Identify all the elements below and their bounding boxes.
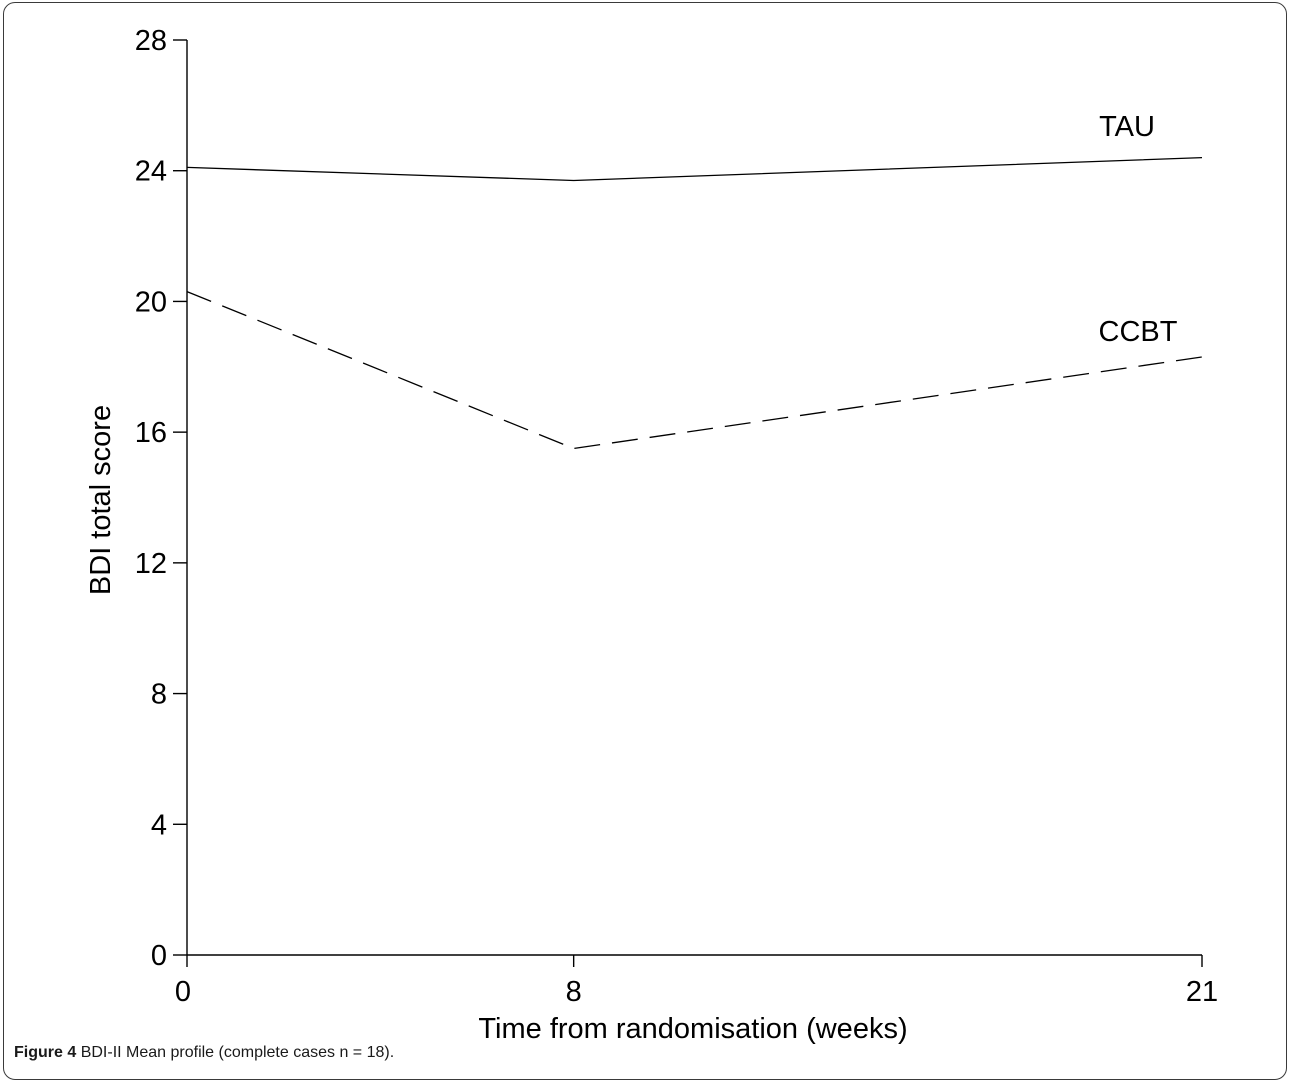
y-tick-label: 12: [135, 548, 167, 580]
y-tick-label: 24: [135, 156, 167, 188]
figure-caption: Figure 4 BDI-II Mean profile (complete c…: [14, 1044, 394, 1062]
figure-number: Figure 4: [14, 1044, 77, 1061]
y-tick-label: 28: [135, 25, 167, 57]
y-tick-label: 16: [135, 417, 167, 449]
series-label-ccbt: CCBT: [1099, 316, 1178, 348]
figure-frame: [3, 2, 1287, 1080]
series-label-tau: TAU: [1099, 111, 1155, 143]
y-tick-label: 0: [151, 940, 167, 972]
x-tick-label: 8: [566, 976, 582, 1008]
series-lines: [186, 156, 1203, 450]
y-axis-label: BDI total score: [85, 405, 117, 595]
y-tick-label: 8: [151, 679, 167, 711]
x-tick-label: 21: [1186, 976, 1218, 1008]
axes: [173, 39, 1203, 967]
y-tick-label: 4: [151, 809, 167, 841]
x-axis-label: Time from randomisation (weeks): [478, 1013, 907, 1045]
series-line-ccbt: [186, 290, 1203, 450]
series-labels: TAU CCBT: [1099, 111, 1178, 348]
series-line-tau: [186, 156, 1203, 182]
x-tick-label: 0: [175, 976, 191, 1008]
y-tick-label: 20: [135, 286, 167, 318]
caption-text: BDI-II Mean profile (complete cases n = …: [80, 1044, 395, 1061]
tick-labels: 0 4 8 12 16 20 24 28 0 8 21: [135, 25, 1218, 1008]
